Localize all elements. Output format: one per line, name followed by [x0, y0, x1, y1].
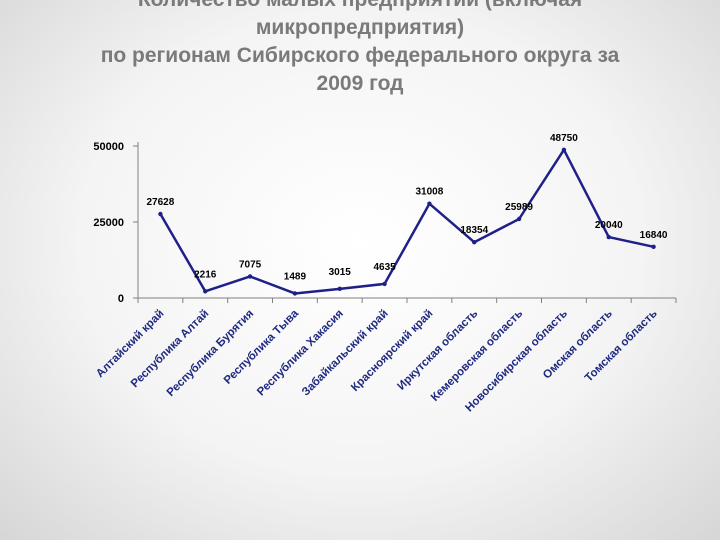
data-point	[427, 201, 432, 206]
category-label: Красноярский край	[349, 308, 435, 394]
data-label: 1489	[284, 271, 307, 282]
data-point	[472, 240, 477, 245]
category-label: Республика Бурятия	[165, 308, 256, 399]
category-label: Республика Хакасия	[255, 308, 346, 399]
data-point	[203, 289, 208, 294]
data-label: 48750	[550, 133, 578, 144]
data-label: 31008	[416, 187, 444, 198]
y-tick-label: 25000	[93, 217, 124, 229]
category-label: Иркутская область	[395, 308, 480, 393]
data-point	[651, 244, 656, 250]
data-point	[382, 281, 387, 287]
y-tick-label: 50000	[93, 141, 124, 153]
data-point	[561, 147, 567, 152]
y-tick-label: 0	[118, 293, 124, 305]
data-point	[158, 211, 163, 217]
data-point	[516, 216, 522, 222]
title-line-2: микропредприятия)	[255, 16, 465, 39]
data-label: 2216	[194, 269, 217, 280]
title-line-3: по регионам Сибирского федерального окру…	[100, 44, 620, 67]
data-point	[606, 234, 611, 240]
data-label: 27628	[147, 197, 175, 208]
data-label: 25989	[505, 202, 533, 213]
data-point	[247, 274, 253, 279]
data-label: 3015	[329, 267, 352, 278]
title-line-4: 2009 год	[316, 72, 404, 95]
y-axis-ticks: 0 25000 50000	[93, 141, 138, 305]
data-label: 4635	[373, 262, 396, 273]
data-labels: 27628 2216 7075 1489 3015 4635 31008 18354 25989…	[147, 133, 668, 283]
data-points	[158, 147, 656, 296]
data-point	[337, 286, 342, 292]
category-label: Кемеровская область	[429, 308, 525, 404]
data-label: 16840	[640, 230, 668, 241]
data-point	[292, 291, 298, 296]
series-line	[159, 148, 654, 295]
data-label: 18354	[460, 225, 488, 236]
category-label: Республика Тыва	[222, 307, 302, 387]
category-label: Республика Алтай	[129, 308, 211, 390]
chart-title: Количество малых предприятий (включая ми…	[20, 0, 700, 98]
category-label: Забайкальский край	[300, 308, 391, 399]
data-label: 20040	[595, 220, 623, 231]
data-label: 7075	[239, 259, 262, 270]
title-line-1: Количество малых предприятий (включая	[20, 0, 700, 14]
x-axis-ticks	[137, 298, 677, 303]
